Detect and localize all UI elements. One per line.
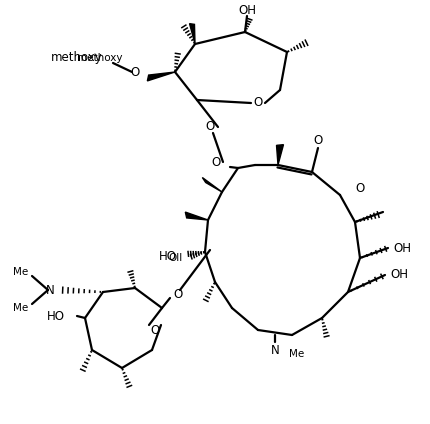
Text: HO: HO xyxy=(47,310,65,323)
Text: OH: OH xyxy=(393,242,411,254)
Text: O: O xyxy=(313,134,322,147)
Text: HO: HO xyxy=(159,251,177,263)
Polygon shape xyxy=(190,24,195,44)
Text: O: O xyxy=(206,120,215,134)
Text: O: O xyxy=(253,97,263,109)
Text: Me: Me xyxy=(13,267,28,277)
Polygon shape xyxy=(203,178,222,192)
Text: N: N xyxy=(46,284,54,296)
Text: OII: OII xyxy=(169,253,183,263)
Text: methoxy: methoxy xyxy=(77,53,123,63)
Text: O: O xyxy=(355,181,365,195)
Text: N: N xyxy=(270,343,280,357)
Text: OH: OH xyxy=(390,268,408,282)
Text: O: O xyxy=(150,324,160,337)
Text: OH: OH xyxy=(238,3,256,17)
Text: O: O xyxy=(173,288,183,301)
Polygon shape xyxy=(185,212,208,220)
Text: O: O xyxy=(131,65,140,78)
Text: Me: Me xyxy=(289,349,304,359)
Polygon shape xyxy=(276,145,283,165)
Text: methoxy: methoxy xyxy=(51,50,103,64)
Text: O: O xyxy=(212,156,221,168)
Polygon shape xyxy=(147,72,175,81)
Text: Me: Me xyxy=(13,303,28,313)
